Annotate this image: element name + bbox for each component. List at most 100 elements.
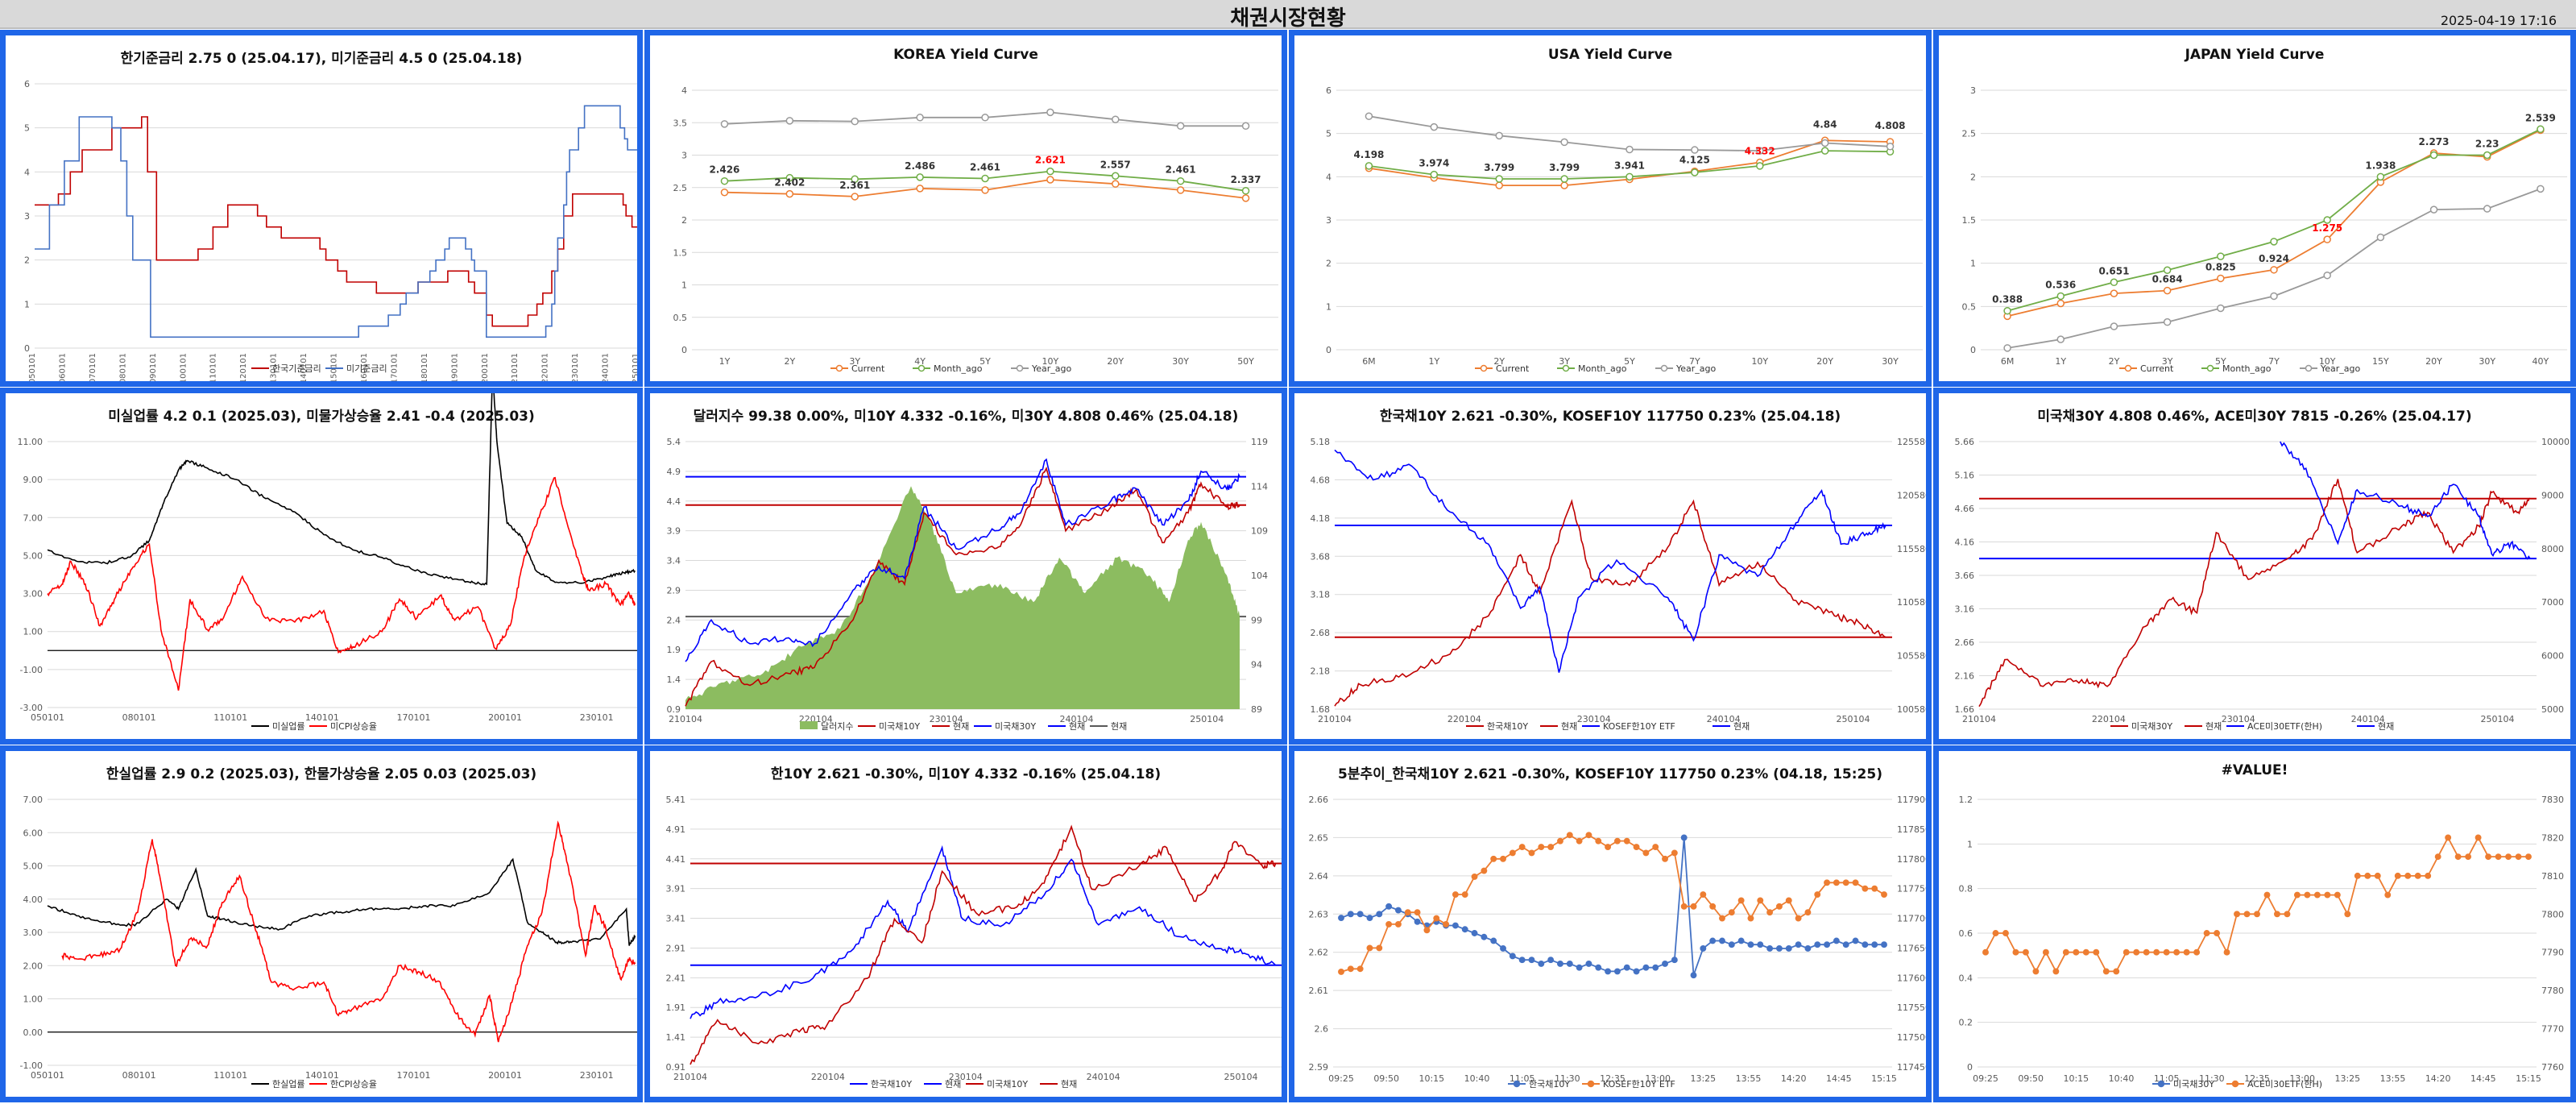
x-tick-label: 15:15 (2516, 1073, 2541, 1084)
series-한국채10y-point (1804, 945, 1812, 952)
x-tick-label: 070101 (89, 353, 97, 381)
y-tick-label: 4.18 (1311, 513, 1331, 524)
y2-tick-label: 117550 (1897, 1002, 1926, 1013)
series-ace미30etf-한h--point (1992, 930, 1999, 936)
series-ace미30etf-한h--point (2445, 834, 2452, 841)
y-tick-label: 4.9 (667, 467, 681, 477)
series-month-ago-point (1756, 162, 1764, 170)
x-tick-label: 220104 (811, 1072, 845, 1082)
data-label: 2.557 (1100, 159, 1131, 170)
x-tick-label: 110101 (213, 712, 247, 723)
legend-label: 한국채10Y (1529, 1079, 1570, 1089)
legend-label: 현재 (1061, 1079, 1077, 1089)
series-한국채10y-point (1605, 968, 1612, 975)
series-한국채10y-point (1481, 933, 1488, 940)
series-month-ago-point (916, 173, 924, 181)
series-ace미30etf-한h--point (2022, 948, 2029, 956)
y2-tick-label: 5000 (2541, 704, 2564, 715)
series-month-ago-point (1560, 175, 1568, 183)
series-year-ago-point (1046, 108, 1054, 117)
series-kosef한10y-etf-point (1576, 837, 1583, 845)
series-month-ago-point (2323, 216, 2331, 224)
series-한국채10y-point (1585, 960, 1592, 967)
x-tick-label: 09:25 (1973, 1073, 1998, 1084)
y-tick-label: 3.00 (23, 928, 43, 938)
y-tick-label: 2.62 (1309, 948, 1329, 958)
series-year-ago-point (851, 117, 859, 126)
series-current-point (1560, 181, 1568, 189)
y-tick-label: 2.5 (1962, 129, 1977, 139)
data-label: 3.974 (1418, 158, 1449, 169)
series-미기준금리-line (35, 105, 637, 338)
series-year-ago-point (2323, 271, 2331, 280)
y-tick-label: 2.61 (1309, 986, 1329, 996)
series-kosef한10y-etf-point (1852, 879, 1859, 886)
series-한국채10y-point (1623, 964, 1630, 971)
y2-tick-label: 8000 (2541, 544, 2564, 554)
series-ace미30etf-한h--point (2073, 948, 2080, 956)
chart-svg: 0 0.2 0.4 0.6 0.8 1 1.2 7760 7770 7780 7790 7800 781… (1959, 795, 2565, 1089)
x-tick-label: 190101 (450, 353, 459, 381)
y-tick-label: 0 (681, 345, 687, 355)
series-kosef한10y-etf-point (1538, 844, 1545, 850)
data-label: 0.536 (2045, 279, 2076, 290)
x-tick-label: 170101 (396, 712, 430, 723)
chart-title: JAPAN Yield Curve (2185, 47, 2325, 63)
series-year-ago-point (2270, 292, 2278, 301)
series-month-ago-point (1820, 147, 1829, 155)
x-tick-label: 140101 (305, 712, 339, 723)
y-tick-label: 0.6 (1959, 928, 1973, 939)
series-kosef한10y-etf-point (1833, 879, 1840, 886)
series-year-ago-point (2483, 205, 2491, 213)
data-label: 0.651 (2098, 265, 2129, 276)
series-ace미30etf-한h--point (2475, 834, 2482, 841)
series-current-point (2163, 286, 2172, 295)
x-tick-label: 230104 (930, 714, 963, 724)
y-tick-label: 1.2 (1959, 795, 1973, 805)
chart-svg: 0 1 2 3 4 5 6 050101 060101 070101 080101 090101 100… (24, 79, 637, 381)
x-tick-label: 15:15 (1871, 1073, 1897, 1084)
series-kosef한10y-etf-point (1471, 873, 1478, 880)
dashboard-title: 채권시장현황 (1230, 6, 1346, 31)
series-month-ago-point (2270, 238, 2278, 246)
series-kosef한10y-etf-point (1481, 867, 1488, 874)
x-tick-label: 10:40 (2109, 1073, 2135, 1084)
series-current-point (1241, 194, 1250, 202)
y-tick-label: 3.5 (673, 118, 688, 128)
dashboard-timestamp: 2025-04-19 17:16 (2440, 13, 2557, 28)
series-current-point (916, 185, 924, 193)
x-tick-label: 09:50 (1373, 1073, 1399, 1084)
series-ace미30etf-한h--point (2414, 872, 2421, 879)
series-ace미30etf-한h--point (2304, 891, 2311, 899)
legend-marker (835, 364, 843, 372)
x-tick-label: 3Y (2162, 356, 2173, 367)
series-kosef한10y-etf-point (1662, 855, 1668, 862)
y-tick-label: 2.91 (666, 943, 686, 953)
legend-label: 미실업률 (272, 721, 304, 732)
series-month-ago-point (1691, 168, 1699, 176)
legend-label: 현재 (1561, 721, 1577, 732)
series-한국채10y-point (1500, 945, 1506, 952)
series-ace미30etf-한h--point (2032, 968, 2040, 975)
legend-label: KOSEF한10Y ETF (1603, 721, 1675, 732)
data-label: 2.23 (2475, 139, 2499, 150)
x-tick-label: 5Y (979, 356, 991, 367)
legend-label: 현재 (2378, 721, 2394, 732)
legend-label: 미국채30Y (995, 721, 1036, 732)
series-month-ago-point (720, 176, 729, 185)
y2-tick-label: 100580 (1897, 704, 1926, 715)
series-kosef한10y-etf-point (1347, 965, 1354, 973)
y2-tick-label: 104 (1251, 571, 1268, 581)
series-year-ago-point (1886, 143, 1895, 151)
series-ace미30etf-한h--point (2133, 948, 2140, 956)
x-tick-label: 110101 (209, 353, 218, 381)
series-kosef한10y-etf-point (1385, 920, 1393, 928)
series-한국채10y-point (1461, 926, 1468, 933)
x-tick-label: 09:25 (1328, 1073, 1354, 1084)
y2-tick-label: 7770 (2541, 1024, 2564, 1035)
series-current-point (720, 188, 729, 197)
x-tick-label: 210101 (511, 353, 520, 381)
series-kosef한10y-etf-point (1719, 915, 1725, 922)
series-year-ago-point (2376, 233, 2385, 242)
series-current-point (1112, 180, 1120, 188)
